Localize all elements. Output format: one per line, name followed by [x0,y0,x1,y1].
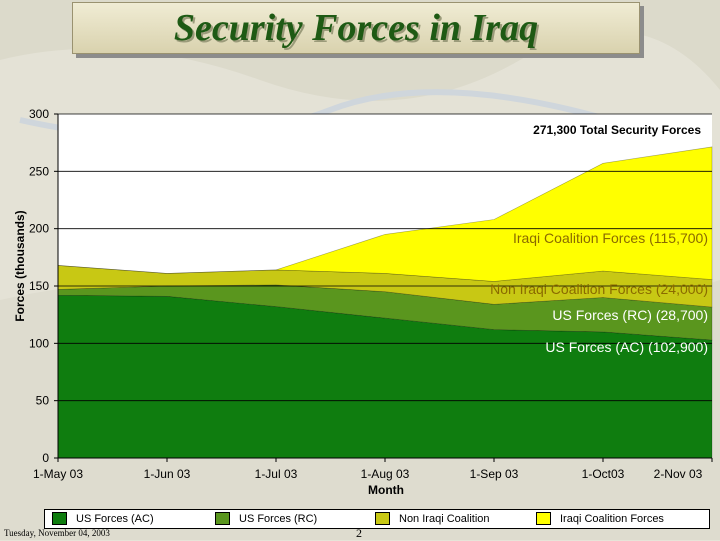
x-tick-label-2: 1-Jul 03 [255,467,298,481]
y-tick-label-200: 200 [29,222,49,236]
page-title: Security Forces in Iraq [173,7,539,49]
y-axis-title: Forces (thousands) [13,210,27,321]
y-tick-label-150: 150 [29,279,49,293]
annotation-us-rc: US Forces (RC) (28,700) [552,307,708,323]
y-tick-label-50: 50 [36,394,50,408]
y-tick-label-300: 300 [29,107,49,121]
legend-swatch-non-iraqi [375,512,390,525]
annotation-iraqi-coalition: Iraqi Coalition Forces (115,700) [513,230,708,246]
annotation-total: 271,300 Total Security Forces [533,123,701,137]
chart-legend: US Forces (AC) US Forces (RC) Non Iraqi … [44,509,710,529]
legend-label-iraqi: Iraqi Coalition Forces [560,512,664,525]
x-tick-label-0: 1-May 03 [33,467,83,481]
x-tick-label-5: 1-Oct03 [582,467,625,481]
annotation-non-iraqi-coalition: Non Iraqi Coalition Forces (24,000) [490,281,708,297]
legend-swatch-us-ac [52,512,67,525]
x-tick-label-6: 2-Nov 03 [654,467,703,481]
y-tick-label-250: 250 [29,164,49,178]
x-tick-label-1: 1-Jun 03 [144,467,191,481]
page-number: 2 [356,526,362,540]
legend-label-us-ac: US Forces (AC) [76,512,154,525]
legend-item-iraqi: Iraqi Coalition Forces [536,512,664,525]
legend-swatch-us-rc [215,512,230,525]
x-axis-title: Month [368,483,404,497]
title-banner: Security Forces in Iraq [72,2,640,54]
y-tick-label-100: 100 [29,336,49,350]
legend-item-non-iraqi: Non Iraqi Coalition [375,512,490,525]
legend-label-us-rc: US Forces (RC) [239,512,318,525]
legend-item-us-rc: US Forces (RC) [215,512,317,525]
y-tick-label-0: 0 [42,451,49,465]
footer-date: Tuesday, November 04, 2003 [4,528,110,538]
legend-swatch-iraqi [536,512,551,525]
x-tick-label-3: 1-Aug 03 [361,467,410,481]
annotation-us-ac: US Forces (AC) (102,900) [545,339,708,355]
area-series-iraqi-coalition-forces [57,146,713,282]
legend-label-non-iraqi: Non Iraqi Coalition [399,512,490,525]
x-tick-label-4: 1-Sep 03 [470,467,519,481]
legend-item-us-ac: US Forces (AC) [52,512,154,525]
